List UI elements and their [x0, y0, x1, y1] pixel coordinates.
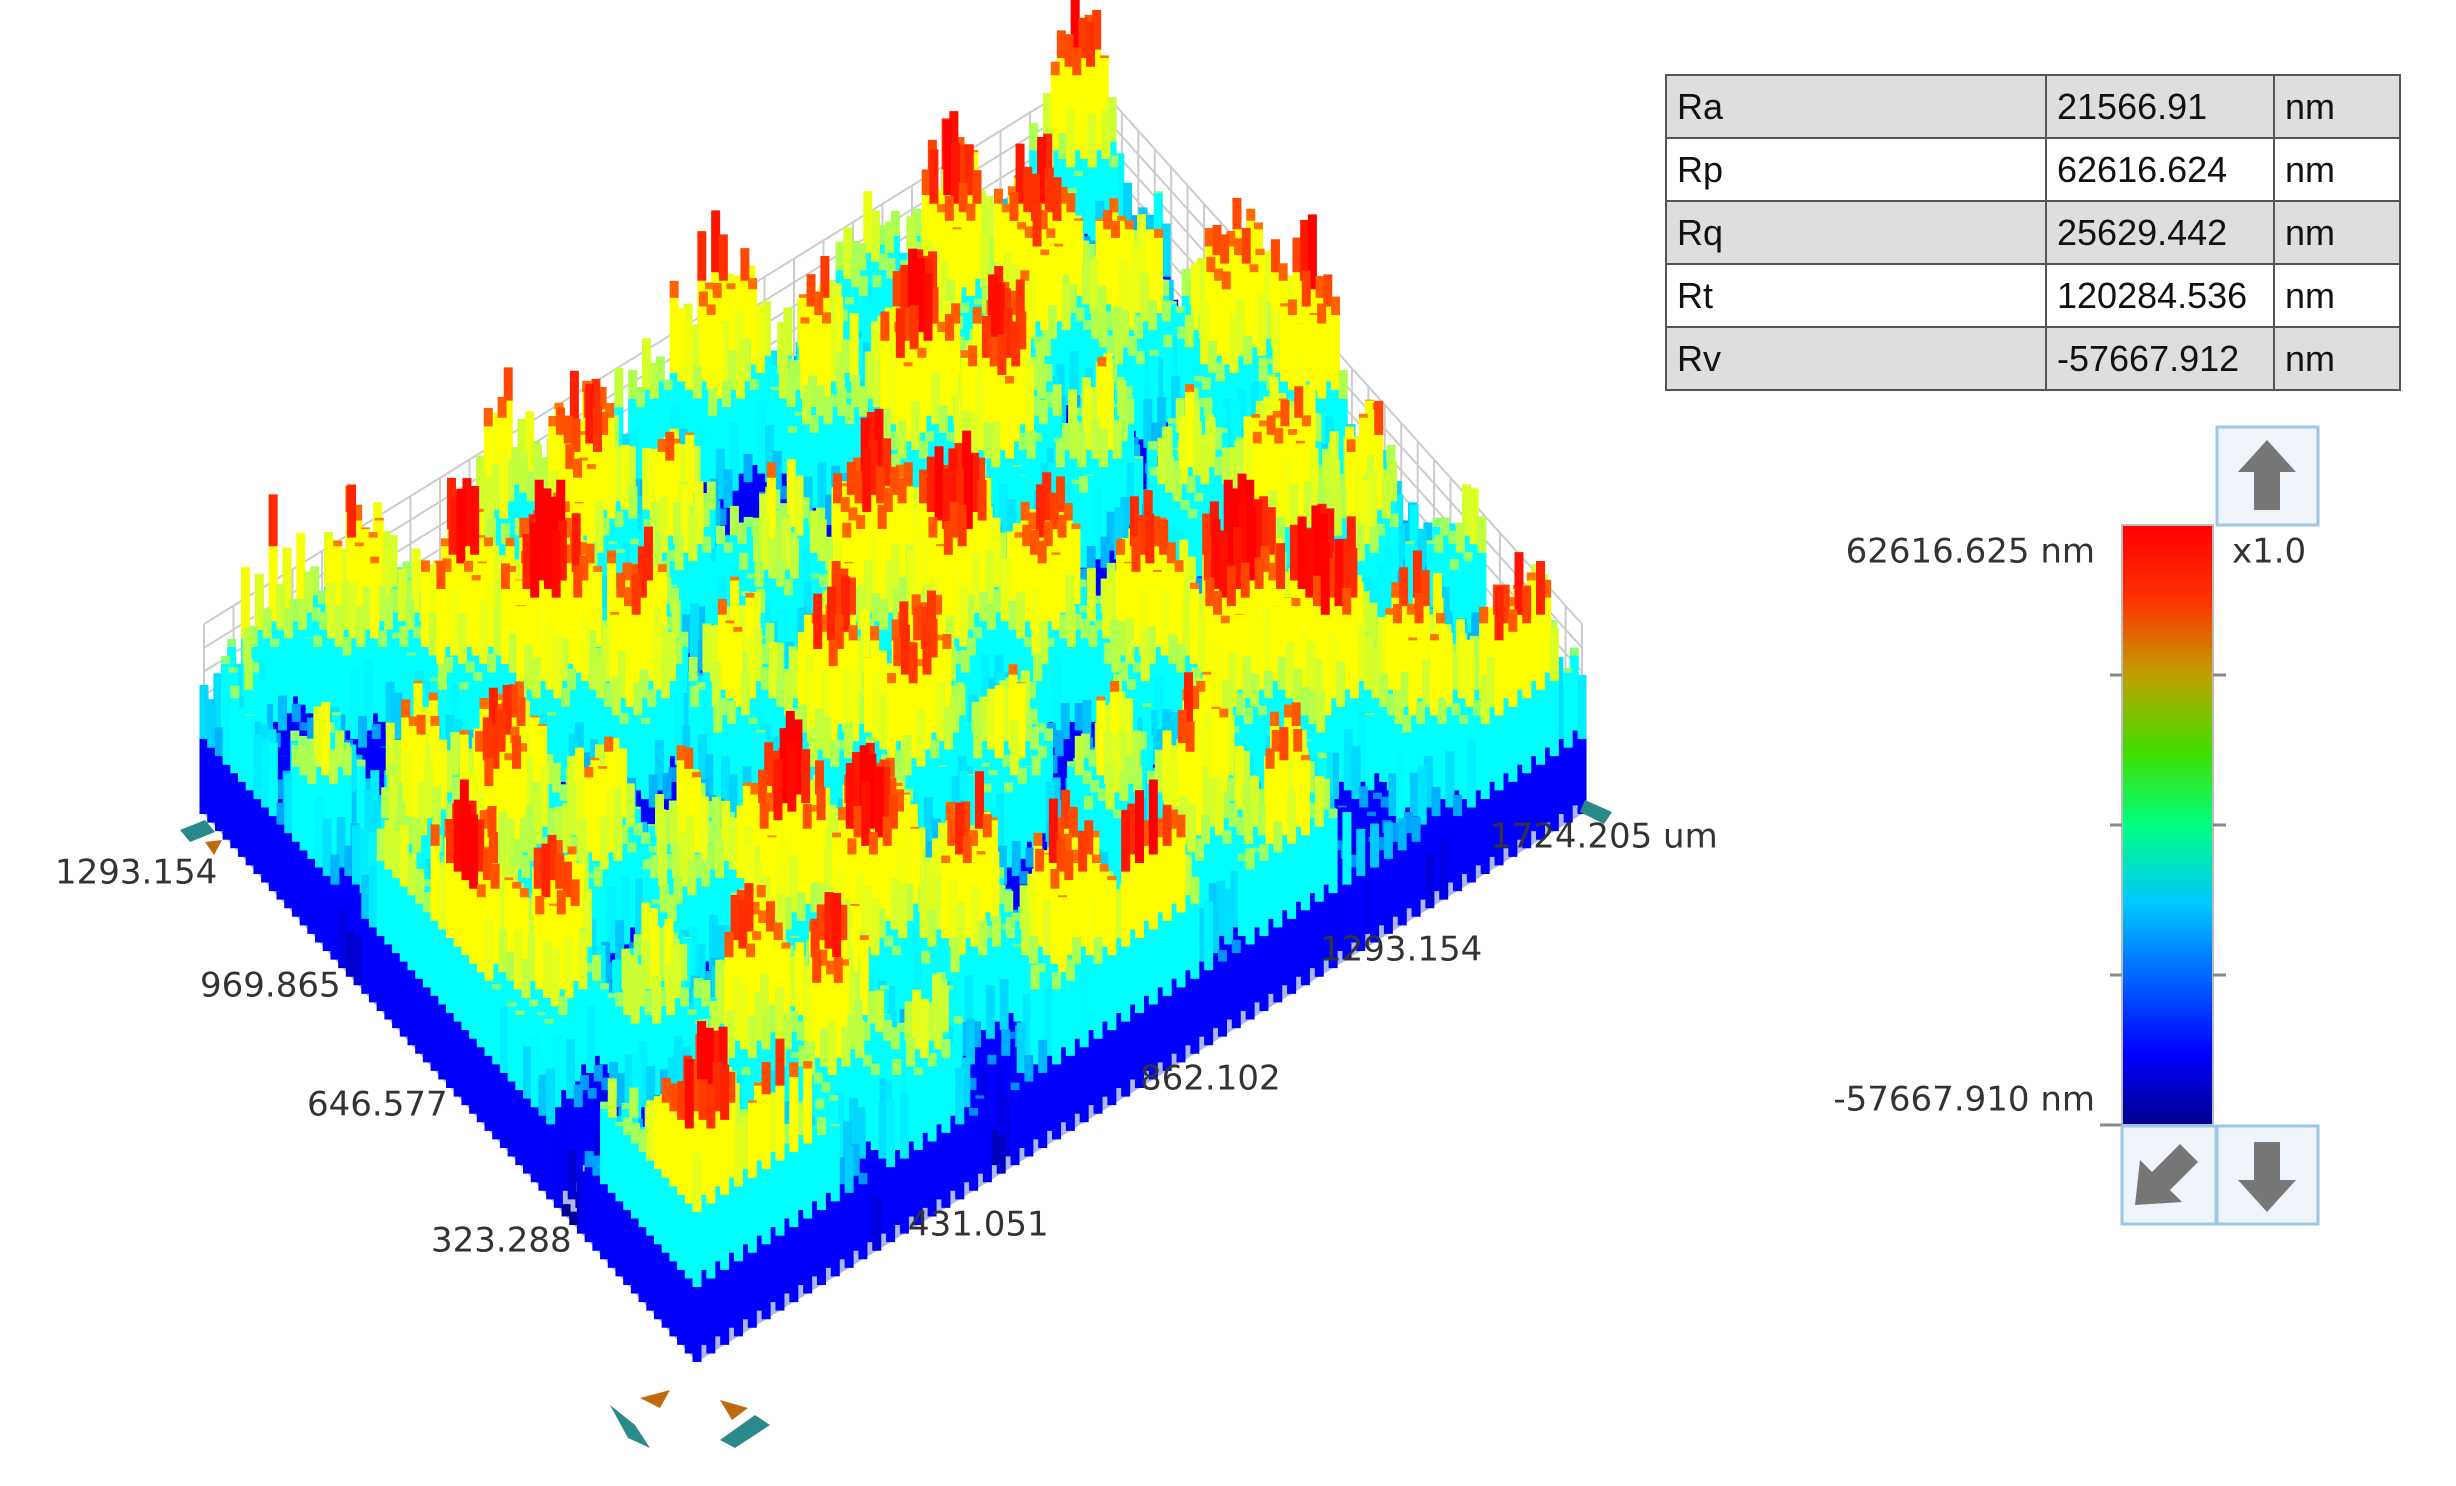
surface: [199, 0, 1587, 1362]
